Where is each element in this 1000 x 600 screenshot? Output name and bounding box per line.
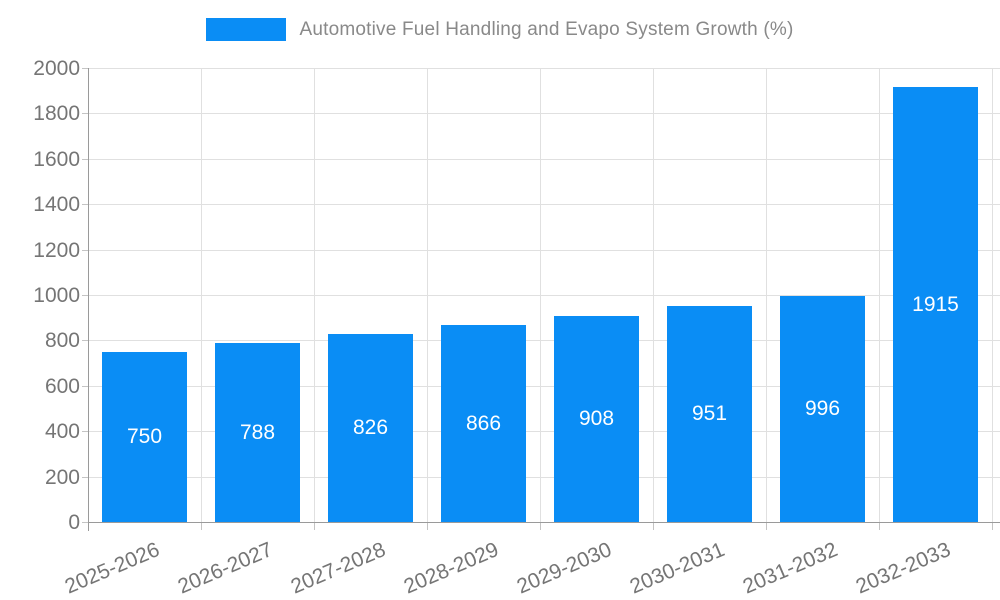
bar-2025-2026[interactable]: 750 [102, 351, 187, 522]
y-gridline [88, 249, 1000, 251]
y-axis-tick [82, 295, 88, 296]
y-tick-label: 2000 [33, 57, 80, 80]
bar-value-label: 951 [691, 402, 728, 426]
legend-item-growth[interactable]: Automotive Fuel Handling and Evapo Syste… [206, 18, 793, 41]
bar-value-label: 1915 [912, 292, 959, 316]
chart-legend: Automotive Fuel Handling and Evapo Syste… [0, 18, 1000, 41]
y-tick-label: 800 [44, 329, 80, 353]
legend-label: Automotive Fuel Handling and Evapo Syste… [299, 18, 794, 40]
y-gridline [88, 431, 1000, 433]
x-axis-tick [201, 522, 202, 530]
y-tick-label: 0 [68, 511, 80, 534]
bar-value-label: 866 [465, 411, 502, 435]
bar-2032-2033[interactable]: 1915 [893, 87, 978, 522]
x-axis-tick [653, 522, 654, 530]
x-axis-line [88, 522, 1000, 523]
y-gridline [88, 476, 1000, 478]
y-gridline [88, 385, 1000, 387]
y-tick-label: 1200 [33, 238, 80, 262]
x-tick-label: 2025-2026 [61, 538, 163, 599]
x-gridline [653, 68, 654, 522]
y-axis-tick [82, 522, 88, 523]
x-gridline [766, 68, 767, 522]
y-axis-tick [82, 204, 88, 206]
y-axis-tick [82, 68, 88, 69]
y-gridline [88, 113, 1000, 115]
x-gridline [314, 68, 315, 522]
bar-2027-2028[interactable]: 826 [328, 334, 413, 522]
bar-2029-2030[interactable]: 908 [554, 315, 639, 522]
y-gridline [88, 204, 1000, 206]
y-tick-label: 600 [44, 374, 80, 398]
y-tick-label: 1800 [33, 102, 80, 126]
y-axis-tick [82, 158, 88, 160]
y-gridline [88, 158, 1000, 160]
legend-swatch [206, 18, 287, 41]
x-axis-tick [427, 522, 428, 530]
x-axis-tick [540, 522, 541, 530]
bar-2028-2029[interactable]: 866 [441, 325, 526, 522]
x-axis-tick [314, 522, 315, 530]
x-gridline [427, 68, 428, 522]
y-gridline [88, 295, 1000, 296]
bar-2026-2027[interactable]: 788 [215, 343, 300, 522]
y-axis-tick [82, 113, 88, 115]
x-axis-tick [992, 522, 993, 530]
bar-2031-2032[interactable]: 996 [780, 295, 865, 522]
y-axis-line [88, 68, 89, 531]
y-axis-tick [82, 340, 88, 342]
y-tick-label: 200 [44, 465, 80, 489]
bar-value-label: 788 [239, 420, 276, 444]
x-tick-label: 2027-2028 [287, 538, 389, 599]
y-tick-label: 400 [44, 420, 80, 444]
x-tick-label: 2030-2031 [626, 538, 728, 599]
bar-value-label: 826 [352, 416, 389, 440]
x-tick-label: 2031-2032 [739, 538, 841, 599]
y-axis-tick [82, 431, 88, 433]
y-axis-tick [82, 476, 88, 478]
x-gridline [540, 68, 541, 522]
x-tick-label: 2032-2033 [852, 538, 954, 599]
y-axis-tick [82, 249, 88, 251]
y-tick-label: 1600 [33, 147, 80, 171]
y-gridline [88, 68, 1000, 69]
x-axis-tick [766, 522, 767, 530]
x-gridline [992, 68, 993, 522]
y-axis-tick [82, 385, 88, 387]
x-axis-tick [879, 522, 880, 530]
x-tick-label: 2029-2030 [513, 538, 615, 599]
y-tick-label: 1000 [33, 284, 80, 307]
x-gridline [879, 68, 880, 522]
bar-value-label: 750 [126, 424, 163, 448]
x-tick-label: 2026-2027 [174, 538, 276, 599]
y-gridline [88, 340, 1000, 342]
x-tick-label: 2028-2029 [400, 538, 502, 599]
bar-value-label: 996 [804, 396, 841, 420]
y-tick-label: 1400 [33, 193, 80, 217]
x-gridline [201, 68, 202, 522]
bar-value-label: 908 [578, 406, 615, 430]
bar-2030-2031[interactable]: 951 [667, 306, 752, 522]
